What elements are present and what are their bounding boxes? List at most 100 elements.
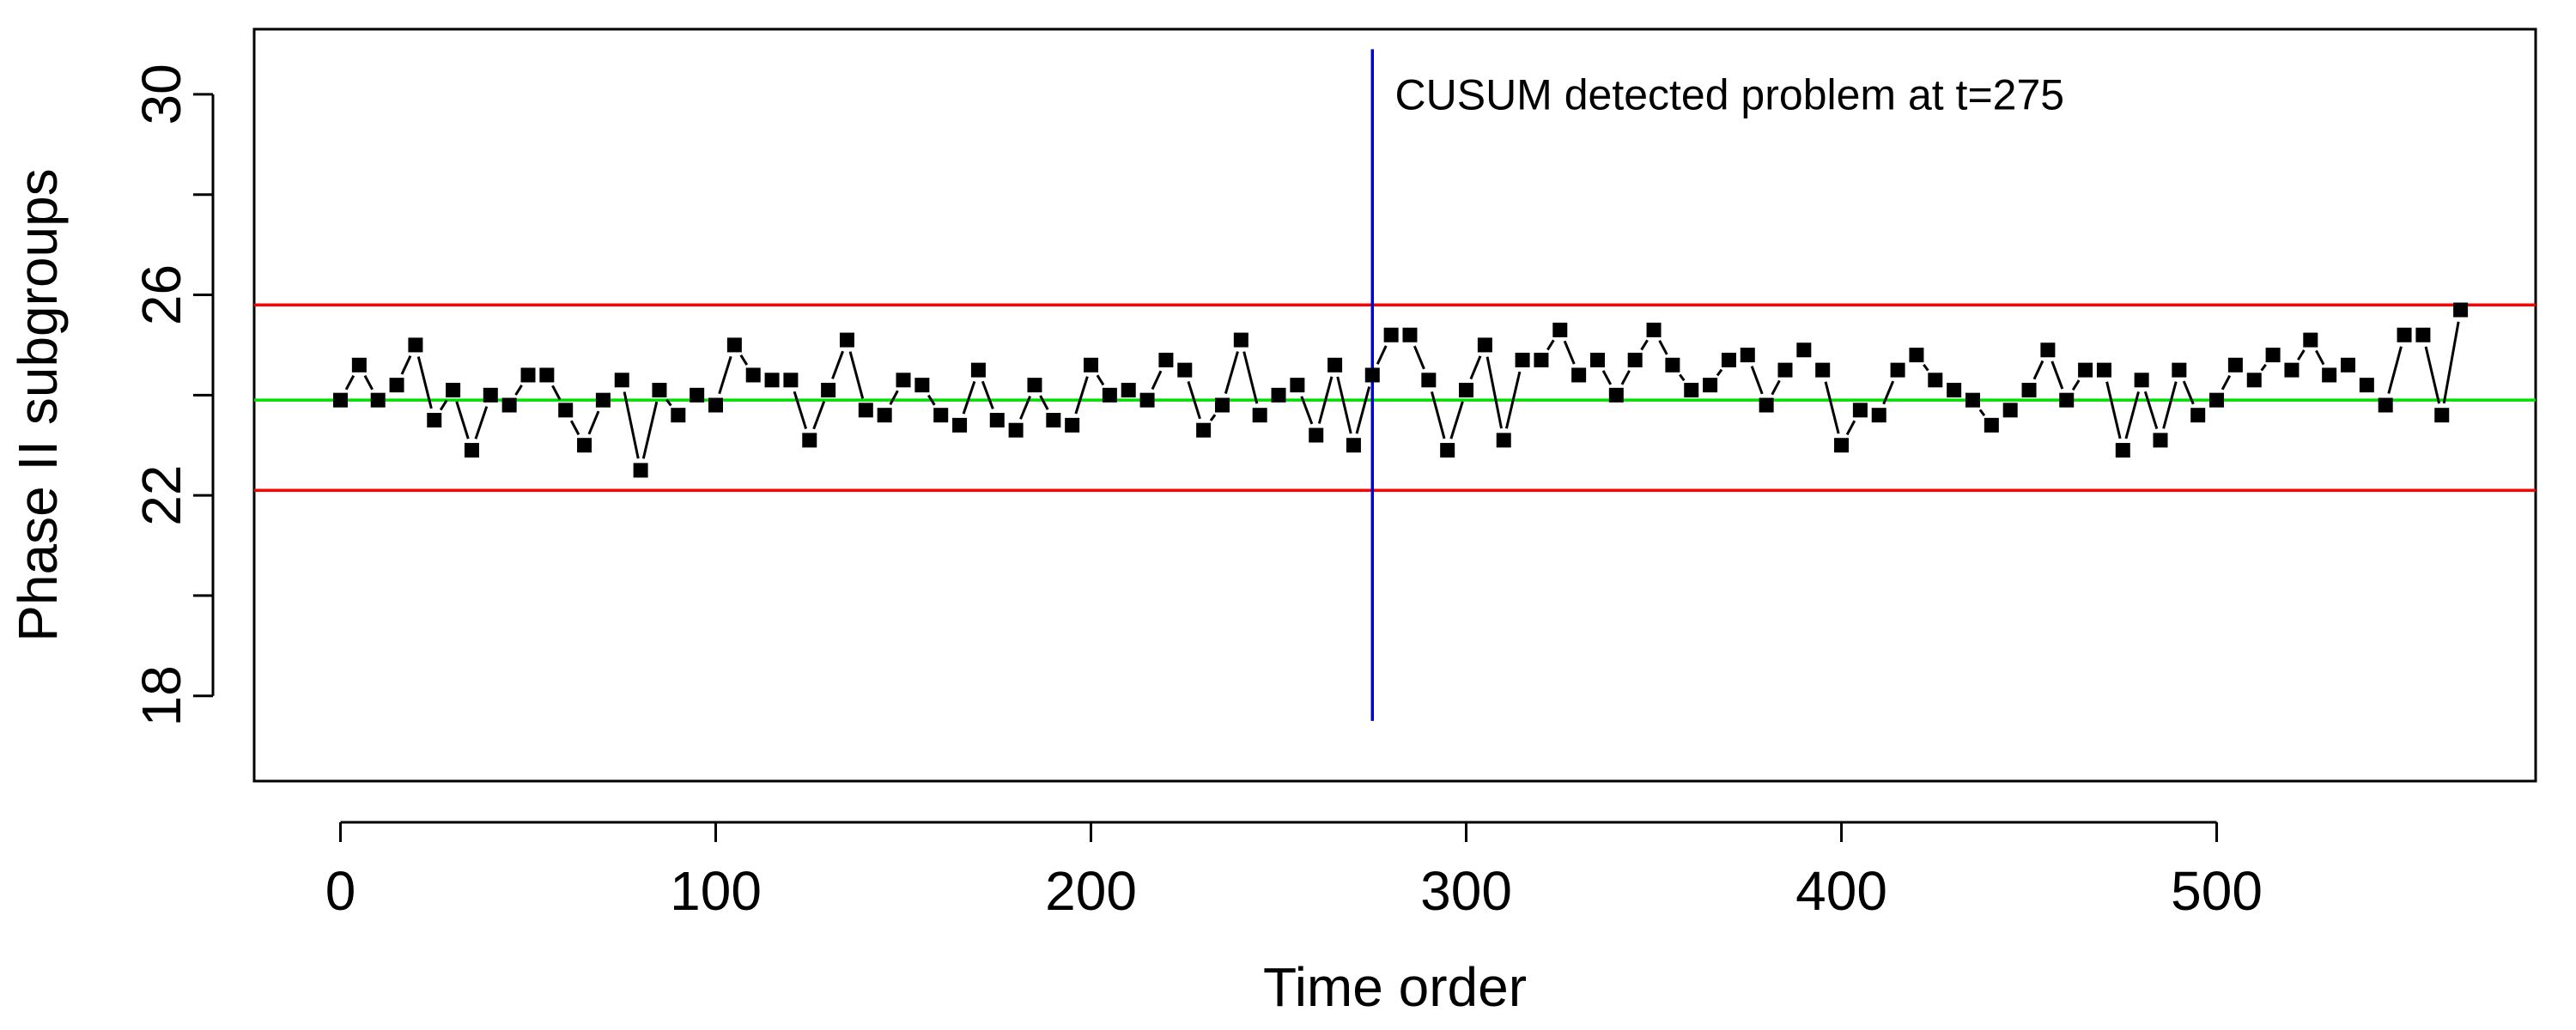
data-point	[933, 408, 949, 423]
data-point	[970, 362, 986, 378]
series-connector	[1336, 376, 1352, 434]
series-connector	[2442, 321, 2460, 404]
data-point	[2209, 392, 2225, 408]
series-connector	[1658, 340, 1668, 355]
data-point	[1684, 382, 1699, 397]
data-point	[1665, 357, 1680, 373]
series-connector	[439, 399, 448, 411]
series-connector	[2387, 346, 2403, 394]
data-point	[671, 408, 686, 423]
series-connector	[1978, 409, 1986, 417]
series-connector	[1300, 396, 1314, 425]
data-point	[351, 357, 367, 373]
data-point	[2434, 408, 2450, 423]
data-point	[633, 463, 648, 478]
series-connector	[1096, 374, 1105, 386]
series-connector	[1485, 356, 1503, 429]
data-point	[802, 433, 817, 448]
data-point	[1233, 332, 1249, 348]
data-point	[2115, 443, 2130, 458]
data-point	[1477, 337, 1492, 353]
series-connector	[1601, 370, 1613, 385]
series-connector	[1039, 395, 1049, 410]
data-point	[745, 367, 761, 383]
series-connector	[812, 401, 826, 430]
data-point	[896, 373, 911, 388]
series-connector	[2221, 374, 2232, 391]
data-point	[464, 443, 479, 458]
data-point	[1534, 352, 1549, 367]
series-connector	[1019, 395, 1031, 420]
y-tick-label: 30	[131, 64, 192, 124]
series-connector	[1317, 376, 1334, 424]
series-connector	[1074, 376, 1089, 415]
data-point	[1214, 397, 1230, 413]
data-point	[2453, 302, 2469, 318]
series-connector	[1242, 351, 1259, 404]
data-point	[408, 337, 423, 353]
series-connector	[981, 380, 994, 409]
x-tick-label: 400	[1795, 860, 1887, 922]
data-point	[2134, 373, 2149, 388]
data-point	[1984, 417, 1999, 433]
data-point	[1928, 373, 1943, 388]
data-point	[1909, 348, 1924, 363]
data-point	[595, 392, 611, 408]
data-point	[1139, 392, 1155, 408]
data-point	[2378, 397, 2393, 413]
data-point	[821, 382, 836, 397]
series-connector	[416, 356, 433, 409]
series-connector	[474, 406, 489, 439]
series-connector	[1504, 371, 1522, 429]
series-connector	[2182, 380, 2195, 405]
data-point	[1102, 387, 1117, 403]
data-point	[877, 408, 892, 423]
data-point	[858, 403, 873, 418]
data-point	[1815, 362, 1831, 378]
data-point	[2322, 367, 2337, 383]
series-connector	[1224, 351, 1239, 394]
series-connector	[2071, 379, 2081, 391]
data-point	[2059, 392, 2075, 408]
x-tick-label: 300	[1420, 860, 1512, 922]
data-point	[370, 392, 386, 408]
data-point	[1608, 387, 1624, 403]
data-point	[652, 382, 667, 397]
data-point	[2397, 327, 2412, 342]
data-point	[2153, 433, 2168, 448]
data-point	[2265, 348, 2281, 363]
data-point	[501, 397, 517, 413]
data-point	[1589, 352, 1605, 367]
data-point	[1890, 362, 1905, 378]
series-connector	[1882, 380, 1895, 405]
series-connector	[551, 385, 562, 401]
data-point	[2340, 357, 2355, 373]
x-axis: 0 100 200 300 400 500	[325, 821, 2263, 922]
series-connector	[1620, 370, 1631, 385]
data-point	[1290, 378, 1305, 393]
series-connector	[1355, 386, 1371, 434]
data-point	[1158, 352, 1174, 367]
series-connector	[1824, 381, 1840, 434]
data-point	[2040, 342, 2056, 358]
data-point	[427, 413, 442, 428]
data-point	[1383, 327, 1399, 342]
series-connector	[665, 398, 672, 407]
data-point	[1252, 408, 1267, 423]
data-point	[539, 367, 555, 383]
data-point	[2359, 378, 2374, 393]
series-connector	[739, 354, 749, 366]
data-point	[914, 378, 930, 393]
data-point	[1627, 352, 1643, 367]
data-point	[1871, 408, 1886, 423]
data-point	[1309, 427, 1324, 443]
data-point	[989, 413, 1005, 428]
series-connector	[2424, 346, 2441, 404]
series-connector	[1716, 368, 1723, 377]
data-point	[1177, 362, 1193, 378]
data-point	[2415, 327, 2431, 342]
data-point	[1027, 378, 1042, 393]
series-connector	[2124, 391, 2140, 439]
series-connector	[344, 374, 355, 391]
